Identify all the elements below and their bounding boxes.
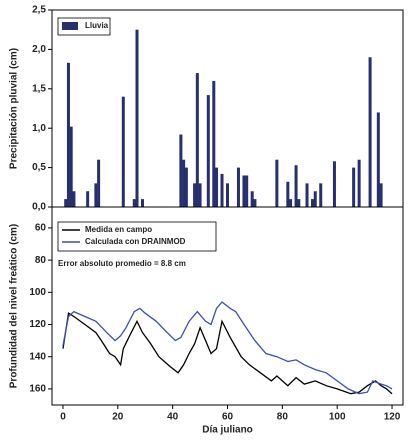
legend-label: Calculada con DRAINMOD <box>85 237 186 246</box>
bar <box>357 159 361 207</box>
bar <box>311 199 315 207</box>
bar <box>368 57 372 207</box>
x-tick-label: 40 <box>167 412 179 423</box>
bar <box>220 173 224 207</box>
y-tick-label: 120 <box>29 319 46 330</box>
bar <box>226 183 229 207</box>
y-tick-label: 2,5 <box>32 5 46 16</box>
bar <box>135 29 139 208</box>
bar <box>212 80 216 207</box>
bar <box>94 183 98 207</box>
bar <box>332 161 336 207</box>
bar <box>140 199 144 207</box>
bar <box>182 159 186 207</box>
bar <box>319 183 323 207</box>
bar <box>132 199 136 207</box>
bar <box>66 62 70 207</box>
bar <box>297 199 301 207</box>
bar <box>242 175 246 207</box>
y-axis-label: Profundidad del nivel freático (cm) <box>9 224 20 388</box>
legend-swatch <box>62 22 78 30</box>
y-tick-label: 0,5 <box>32 162 46 173</box>
bar <box>72 191 76 207</box>
bar <box>179 134 183 207</box>
plot-frame <box>51 9 404 208</box>
bar <box>289 199 293 207</box>
x-tick-label: 0 <box>60 412 66 423</box>
bar <box>286 181 290 207</box>
bar <box>69 126 73 207</box>
y-tick-label: 1,5 <box>32 83 46 94</box>
y-axis-label: Precipitación pluvial (cm) <box>9 48 20 169</box>
bar <box>97 159 101 207</box>
bar <box>294 165 298 207</box>
data-line <box>62 301 393 395</box>
y-tick-label: 80 <box>35 255 47 266</box>
legend-label: Lluvia <box>85 21 109 30</box>
bar <box>195 73 199 207</box>
bar <box>313 191 317 207</box>
plot-frame <box>51 206 404 406</box>
bar <box>206 95 210 207</box>
annotation: Error absoluto promedio = 8.8 cm <box>58 259 186 268</box>
bar <box>184 167 188 207</box>
x-tick-label: 60 <box>222 412 234 423</box>
x-tick-label: 100 <box>329 412 346 423</box>
y-tick-label: 2,0 <box>32 44 46 55</box>
bar <box>253 199 257 207</box>
bar <box>193 183 197 207</box>
bar <box>379 183 383 207</box>
bar <box>215 167 219 207</box>
bar <box>352 167 356 207</box>
x-tick-label: 80 <box>277 412 289 423</box>
bar <box>245 175 249 207</box>
bar <box>250 191 254 207</box>
y-tick-label: 100 <box>29 287 46 298</box>
bar <box>305 183 309 207</box>
bar <box>236 167 240 207</box>
bar <box>275 159 279 207</box>
y-tick-label: 0,0 <box>32 202 46 213</box>
legend-label: Medida en campo <box>85 225 152 234</box>
y-tick-label: 60 <box>35 223 47 234</box>
legend-box <box>57 221 217 252</box>
bar <box>64 199 68 207</box>
y-tick-label: 1,0 <box>32 123 46 134</box>
x-tick-label: 20 <box>112 412 124 423</box>
bar <box>86 191 90 207</box>
data-line <box>62 312 393 395</box>
bar <box>376 112 380 207</box>
y-tick-label: 140 <box>29 351 46 362</box>
bar <box>198 183 202 207</box>
x-axis-label: Día juliano <box>202 425 253 436</box>
bar <box>121 96 125 207</box>
x-tick-label: 120 <box>384 412 401 423</box>
y-tick-label: 160 <box>29 384 46 395</box>
